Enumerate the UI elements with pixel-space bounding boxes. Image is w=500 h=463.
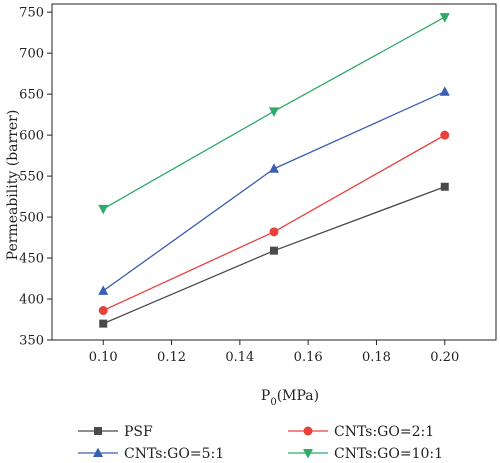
data-point xyxy=(98,305,108,315)
y-tick-label: 550 xyxy=(19,170,44,185)
data-point xyxy=(439,86,450,96)
data-point xyxy=(440,182,449,191)
y-tick-label: 700 xyxy=(19,47,44,62)
legend-item: CNTs:GO=2:1 xyxy=(288,424,434,440)
y-tick-label: 750 xyxy=(19,6,44,21)
data-point xyxy=(99,319,108,328)
x-axis-title-unit: (MPa) xyxy=(277,388,319,404)
data-point xyxy=(439,13,450,23)
legend: PSF CNTs:GO=5:1 CNTs:GO=2:1 CNTs:GO=10:1 xyxy=(78,424,443,462)
x-tick-label: 0.10 xyxy=(89,350,118,365)
legend-marker xyxy=(303,426,313,436)
data-point xyxy=(270,246,278,255)
x-tick-label: 0.16 xyxy=(294,350,323,365)
legend-item: CNTs:GO=10:1 xyxy=(288,446,443,462)
plot-frame xyxy=(51,3,497,341)
y-tick-label: 400 xyxy=(19,293,44,308)
series-cnts-go-5-1 xyxy=(98,86,450,295)
data-point xyxy=(98,204,109,215)
series-line xyxy=(102,186,445,325)
series-cnts-go-2-1 xyxy=(98,130,450,315)
legend-label: CNTs:GO=10:1 xyxy=(334,446,443,462)
plot-border xyxy=(51,3,497,341)
x-axis-title-subscript: 0 xyxy=(270,397,276,408)
x-tick-label: 0.12 xyxy=(157,350,186,365)
legend-label: CNTs:GO=5:1 xyxy=(124,446,224,462)
data-point xyxy=(269,107,279,117)
legend-item: PSF xyxy=(78,424,153,440)
x-axis-ticks: 0.10 0.12 0.14 0.16 0.18 0.20 xyxy=(89,340,459,365)
y-tick-label: 500 xyxy=(19,211,44,226)
y-axis-ticks: 350 400 450 500 550 600 650 700 750 xyxy=(19,6,52,349)
data-point xyxy=(440,130,450,140)
x-tick-label: 0.14 xyxy=(225,350,254,365)
data-point xyxy=(269,163,279,173)
series-line xyxy=(102,134,446,312)
y-axis-title: Permeability (barrer) xyxy=(5,110,21,261)
data-point xyxy=(98,285,109,295)
y-tick-label: 350 xyxy=(19,334,44,349)
x-axis-title: P0(MPa) xyxy=(261,388,319,408)
legend-marker xyxy=(303,449,313,459)
legend-marker xyxy=(93,447,103,457)
y-tick-label: 650 xyxy=(19,88,44,103)
x-tick-label: 0.20 xyxy=(430,350,459,365)
series-layer xyxy=(98,13,450,328)
x-axis-title-main: P xyxy=(261,388,270,404)
legend-label: CNTs:GO=2:1 xyxy=(334,424,434,440)
series-cnts-go-10-1 xyxy=(98,13,450,215)
legend-item: CNTs:GO=5:1 xyxy=(78,446,224,462)
series-line xyxy=(102,91,446,292)
y-tick-label: 600 xyxy=(19,129,44,144)
data-point xyxy=(269,227,279,237)
y-tick-label: 450 xyxy=(19,252,44,267)
series-psf xyxy=(99,182,449,328)
x-tick-label: 0.18 xyxy=(362,350,391,365)
legend-marker xyxy=(94,427,102,435)
legend-label: PSF xyxy=(124,424,153,440)
